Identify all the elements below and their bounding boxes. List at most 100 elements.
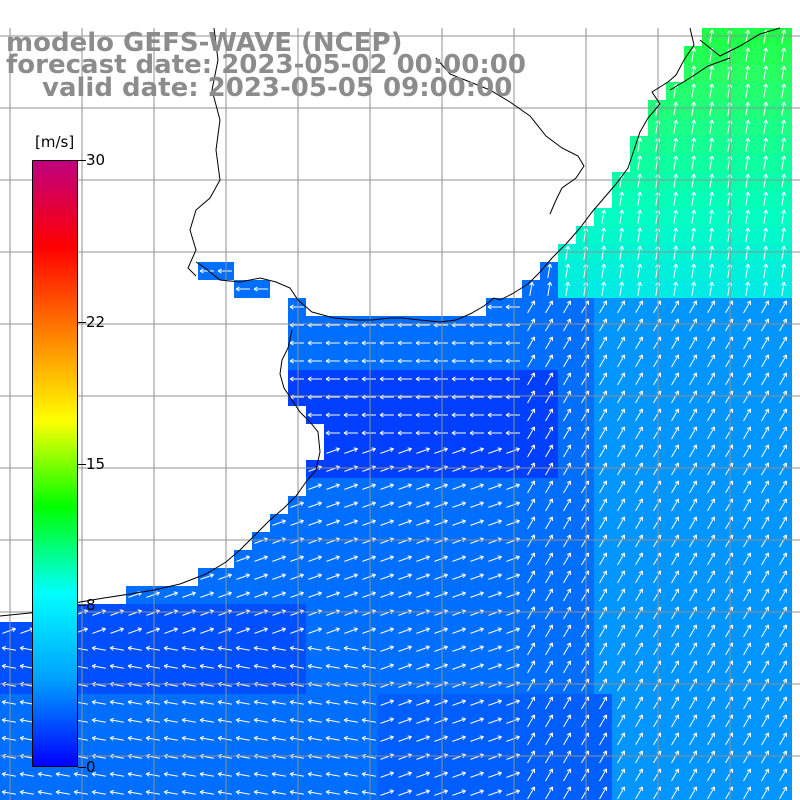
wind-arrow (707, 606, 716, 620)
wind-arrow (779, 552, 788, 566)
wind-arrow (689, 786, 698, 800)
wind-arrow (617, 408, 626, 422)
wind-arrow (527, 390, 536, 404)
wind-arrow (398, 627, 412, 634)
wind-arrow (563, 606, 572, 620)
wind-arrow (545, 336, 554, 350)
wind-arrow (307, 699, 322, 705)
wind-arrow (452, 483, 466, 490)
forecast-date: forecast date: 2023-05-02 00:00:00 (6, 50, 526, 80)
wind-arrow (707, 696, 716, 710)
wind-arrow (253, 645, 268, 651)
wind-arrow (635, 714, 644, 728)
wind-arrow (779, 642, 788, 656)
wind-arrow (563, 426, 572, 440)
wind-arrow (434, 501, 448, 508)
wind-arrow (1, 645, 16, 651)
wind-arrow (398, 555, 412, 562)
wind-arrow (781, 173, 787, 188)
wind-arrow (617, 336, 626, 350)
wind-speed-cell (522, 784, 540, 800)
wind-arrow (415, 376, 430, 382)
wind-arrow (361, 735, 376, 741)
wind-arrow (217, 735, 232, 741)
wind-arrow (527, 660, 536, 674)
wind-arrow (617, 516, 626, 530)
wind-arrow (343, 430, 358, 436)
wind-arrow (127, 717, 142, 723)
wind-arrow (1, 699, 16, 705)
wind-arrow (619, 245, 625, 260)
colorbar-tick (78, 605, 86, 607)
wind-arrow (563, 300, 572, 314)
wind-arrow (563, 768, 572, 782)
wind-arrow (325, 412, 340, 418)
wind-arrow (743, 732, 752, 746)
wind-arrow (671, 354, 680, 368)
wind-arrow (545, 696, 554, 710)
wind-arrow (470, 789, 484, 796)
wind-arrow (635, 498, 644, 512)
wind-arrow (361, 340, 376, 346)
wind-arrow (761, 408, 770, 422)
wind-arrow (563, 552, 572, 566)
wind-arrow (290, 573, 304, 580)
wind-arrow (217, 699, 232, 705)
wind-arrow (488, 447, 502, 454)
wind-arrow (779, 624, 788, 638)
wind-arrow (689, 516, 698, 530)
wind-speed-cell (36, 784, 54, 800)
wind-arrow (325, 771, 340, 777)
colorbar-tick-label: 8 (86, 596, 96, 615)
wind-speed-cell (72, 784, 90, 800)
wind-arrow (380, 627, 394, 634)
wind-arrow (563, 588, 572, 602)
wind-arrow (709, 263, 715, 278)
wind-arrow (289, 645, 304, 651)
wind-arrow (398, 699, 412, 706)
wind-arrow (671, 480, 680, 494)
wind-arrow (487, 358, 502, 364)
wind-arrow (271, 789, 286, 795)
wind-speed-cell (360, 784, 378, 800)
wind-arrow (415, 430, 430, 436)
wind-arrow (545, 588, 554, 602)
wind-arrow (617, 750, 626, 764)
wind-arrow (635, 408, 644, 422)
wind-arrow (289, 771, 304, 777)
wind-arrow (217, 771, 232, 777)
wind-arrow (181, 717, 196, 723)
wind-arrow (545, 624, 554, 638)
wind-speed-cell (324, 784, 342, 800)
wind-arrow (181, 699, 196, 705)
wind-arrow (691, 47, 697, 62)
wind-arrow (599, 678, 608, 692)
wind-arrow (163, 699, 178, 705)
wind-arrow (617, 552, 626, 566)
wind-speed-cell (432, 784, 450, 800)
wind-arrow (745, 119, 751, 134)
wind-arrow (506, 573, 520, 580)
wind-arrow (527, 426, 536, 440)
wind-arrow (527, 480, 536, 494)
wind-arrow (527, 354, 536, 368)
wind-arrow (707, 426, 716, 440)
colorbar-tick (78, 767, 86, 768)
wind-arrow (307, 358, 322, 364)
wind-arrow (709, 101, 715, 116)
wind-arrow (253, 771, 268, 777)
wind-arrow (599, 444, 608, 458)
wind-arrow (671, 768, 680, 782)
wind-arrow (326, 447, 340, 454)
wind-arrow (109, 717, 124, 723)
wind-arrow (617, 318, 626, 332)
wind-arrow (344, 501, 358, 508)
wind-arrow (235, 663, 250, 669)
wind-arrow (398, 573, 412, 580)
wind-arrow (545, 678, 554, 692)
wind-arrow (253, 735, 268, 741)
wind-arrow (673, 263, 679, 278)
wind-arrow (635, 444, 644, 458)
wind-arrow (488, 555, 502, 562)
